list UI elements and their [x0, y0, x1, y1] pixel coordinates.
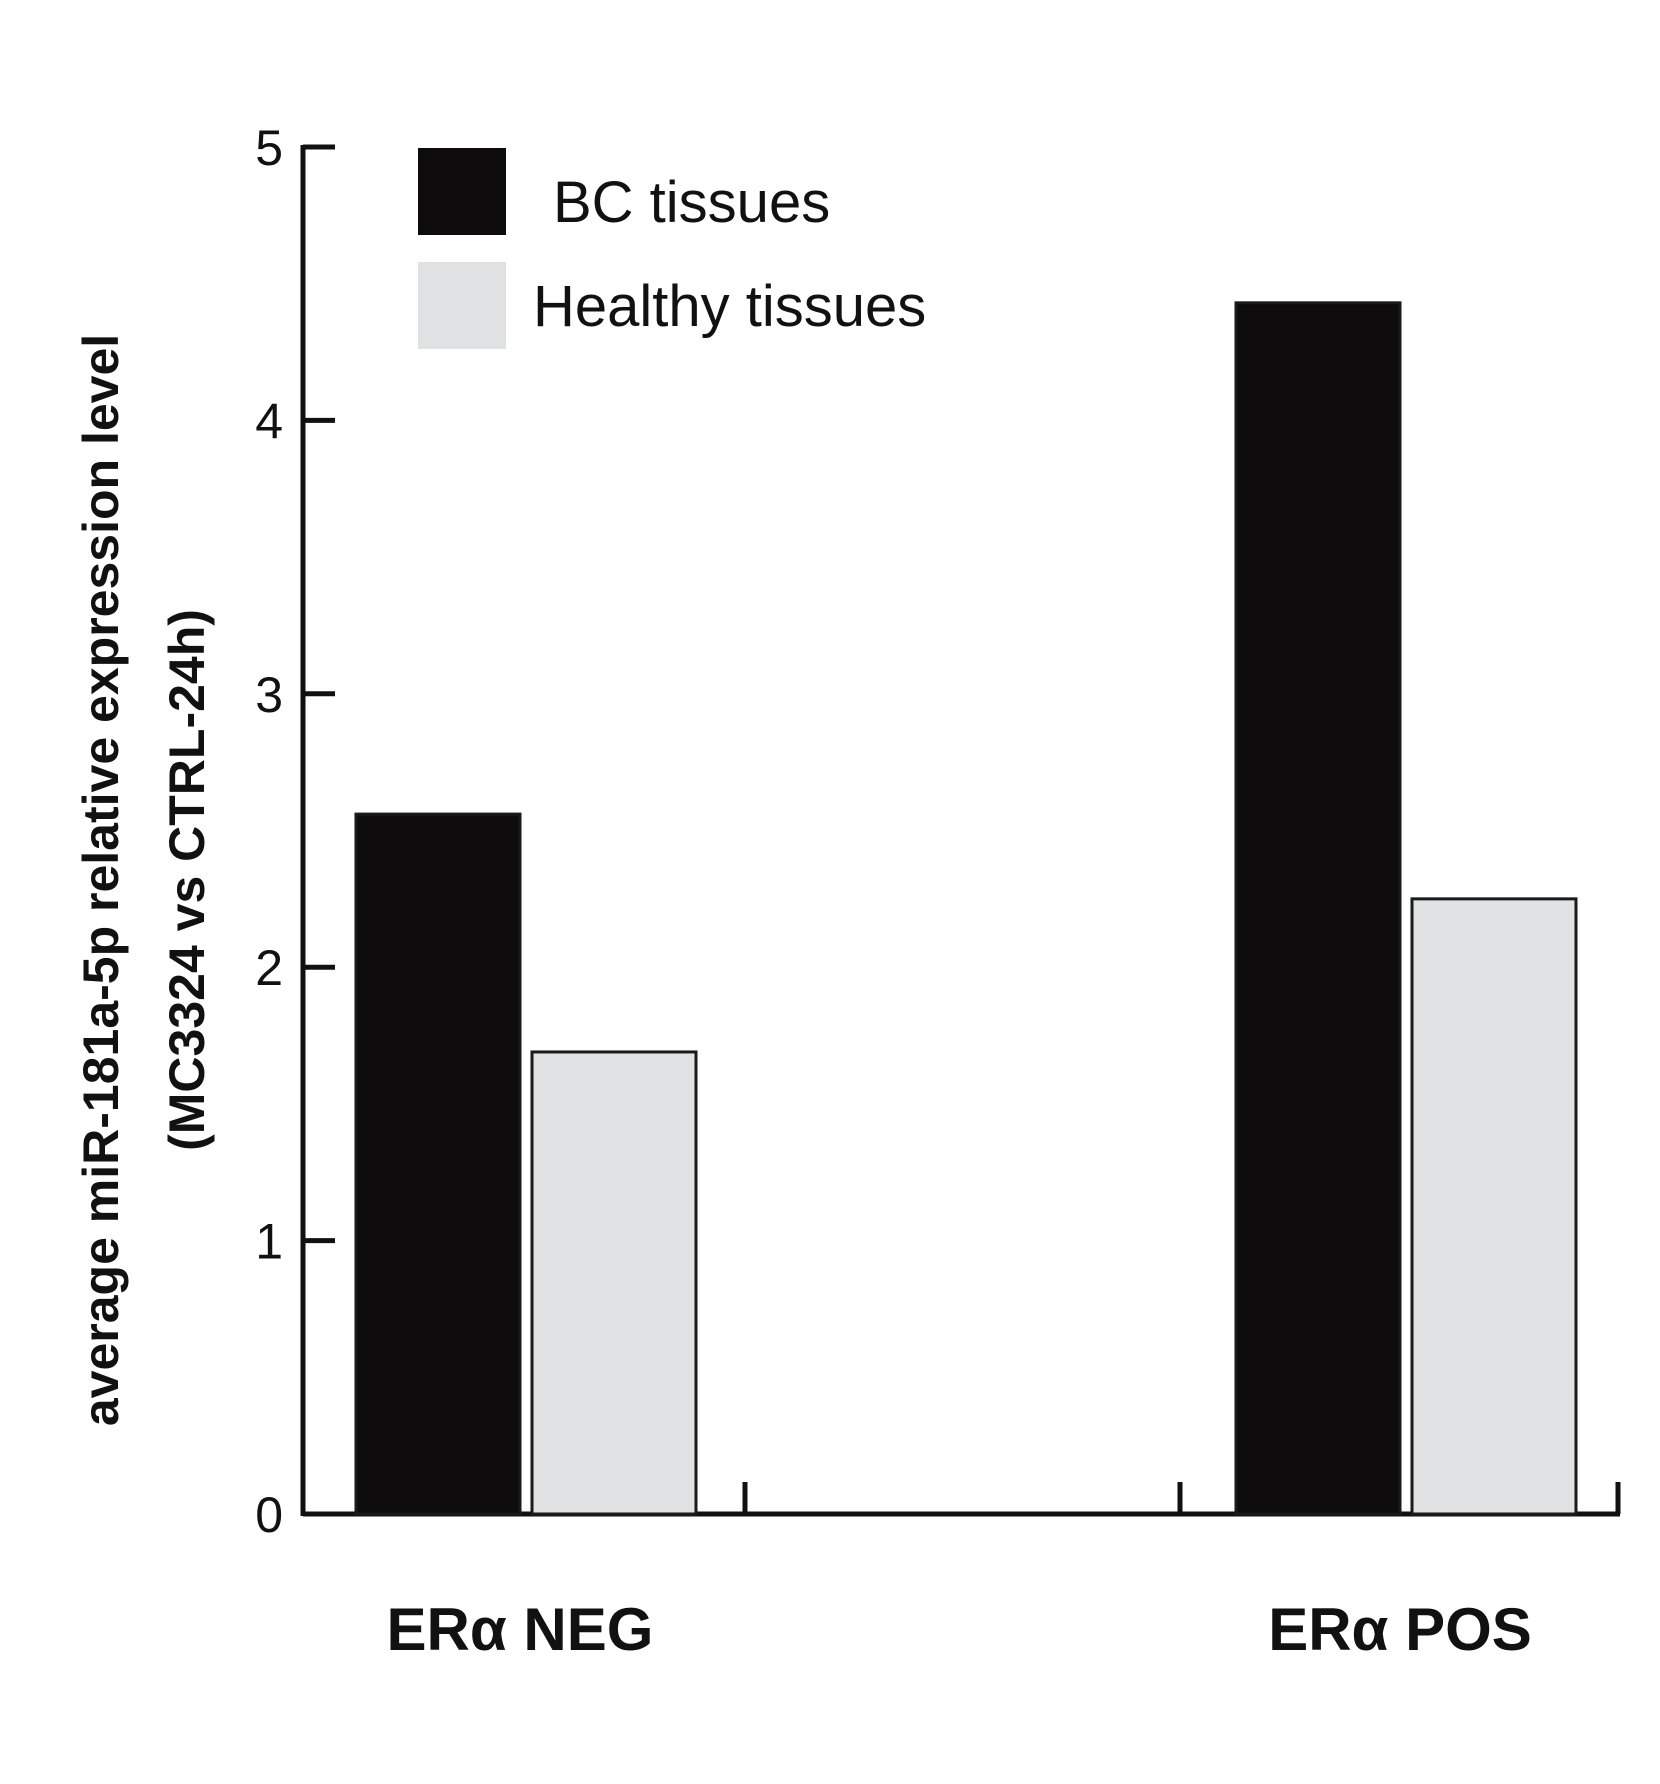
- y-tick-label: 4: [255, 393, 283, 449]
- y-axis-title: average miR-181a-5p relative expression …: [73, 334, 215, 1426]
- category-labels: ERα NEG ERα POS: [387, 1596, 1532, 1663]
- y-tick-label: 1: [255, 1214, 283, 1270]
- legend-swatch: [418, 148, 506, 235]
- y-tick-label: 3: [255, 667, 283, 723]
- bars: [354, 301, 1578, 1516]
- x-category-label: ERα NEG: [387, 1596, 654, 1663]
- y-tick-label: 2: [255, 940, 283, 996]
- bar-healthy-neg: [530, 1050, 698, 1516]
- bar-bc-pos: [1234, 301, 1402, 1516]
- y-axis-title-line-1: average miR-181a-5p relative expression …: [73, 334, 129, 1426]
- legend-swatch: [418, 262, 506, 349]
- y-tick-label: 0: [255, 1487, 283, 1543]
- x-category-label: ERα POS: [1268, 1596, 1532, 1663]
- y-axis: 0 1 2 3 4 5: [255, 120, 335, 1543]
- legend-label: Healthy tissues: [533, 274, 926, 339]
- bar-healthy-pos: [1410, 897, 1578, 1516]
- y-tick-label: 5: [255, 120, 283, 176]
- legend: BC tissues Healthy tissues: [418, 148, 926, 349]
- legend-label: BC tissues: [553, 170, 830, 235]
- y-axis-title-line-2: (MC3324 vs CTRL-24h): [159, 609, 215, 1151]
- bar-bc-neg: [354, 812, 522, 1516]
